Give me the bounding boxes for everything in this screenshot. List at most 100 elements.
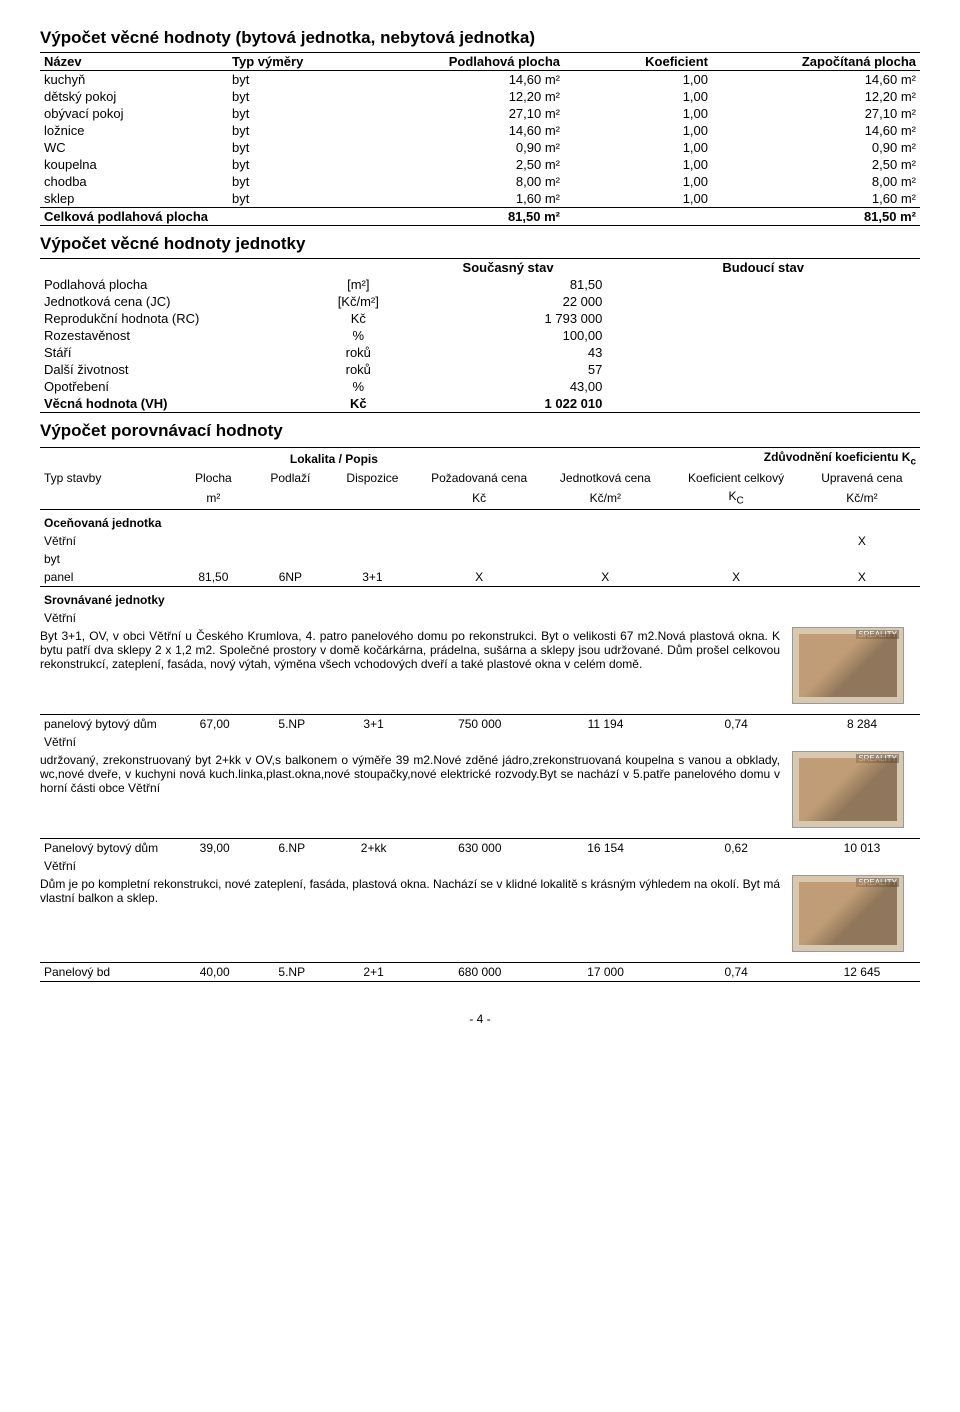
comp-block-1: udržovaný, zrekonstruovaný byt 2+kk v OV… [40,751,920,828]
cell-k: 1,00 [564,71,712,89]
value-label: Další životnost [40,361,307,378]
comp-poz: 630 000 [417,838,543,857]
comp-pod: 5.NP [253,714,330,733]
cell-type: byt [228,122,356,139]
cell-z: 14,60 m² [712,71,920,89]
panel-disp: 3+1 [329,568,416,587]
comp-uc: 12 645 [804,962,920,981]
panel-uc: X [804,568,920,587]
cell-name: kuchyň [40,71,228,89]
ocen-loc: Větřní [40,532,668,550]
panel-kc: X [668,568,804,587]
cell-z: 12,20 m² [712,88,920,105]
value-label: Jednotková cena (JC) [40,293,307,310]
cell-p: 27,10 m² [356,105,564,122]
cell-k: 1,00 [564,190,712,208]
cell-name: dětský pokoj [40,88,228,105]
comp-block-2: Dům je po kompletní rekonstrukci, nové z… [40,875,920,952]
comp-desc-0: Byt 3+1, OV, v obci Větřní u Českého Kru… [40,627,780,679]
page: Výpočet věcné hodnoty (bytová jednotka, … [0,0,960,1046]
comp-row-table: Panelový bd40,005.NP2+1680 00017 0000,74… [40,962,920,982]
area-row: chodbabyt8,00 m²1,008,00 m² [40,173,920,190]
u-jc: Kč/m² [542,487,668,509]
ocen-x: X [804,532,920,550]
cell-type: byt [228,71,356,89]
cell-p: 14,60 m² [356,71,564,89]
comp-loc: Větřní [40,733,920,751]
h-uc: Upravená cena [804,469,920,487]
comp-disp: 2+kk [330,838,417,857]
value-val: 43,00 [410,378,607,395]
comp-kc: 0,62 [668,838,804,857]
sum-z: 81,50 m² [712,208,920,226]
col-typ: Typ výměry [228,53,356,71]
comp-row-table: panelový bytový dům67,005.NP3+1750 00011… [40,714,920,751]
section3-title: Výpočet porovnávací hodnoty [40,421,920,441]
comp-jc: 16 154 [543,838,669,857]
comp-uc: 8 284 [804,714,920,733]
comp-poz: 680 000 [417,962,543,981]
cell-z: 1,60 m² [712,190,920,208]
value-label: Reprodukční hodnota (RC) [40,310,307,327]
cell-k: 1,00 [564,139,712,156]
col-nazev: Název [40,53,228,71]
h-jc: Jednotková cena [542,469,668,487]
comp-kc: 0,74 [668,714,804,733]
value-row: Rozestavěnost%100,00 [40,327,920,344]
comp-row-table: Panelový bytový dům39,006.NP2+kk630 0001… [40,838,920,875]
ocen-byt: byt [40,550,920,568]
u-poz: Kč [416,487,542,509]
value-unit: [Kč/m²] [307,293,410,310]
cell-type: byt [228,190,356,208]
cell-p: 2,50 m² [356,156,564,173]
col-current: Současný stav [410,259,607,277]
cell-type: byt [228,156,356,173]
panel-pod: 6NP [252,568,329,587]
comp-kc: 0,74 [668,962,804,981]
cell-k: 1,00 [564,173,712,190]
value-row: Další životnostroků57 [40,361,920,378]
cell-type: byt [228,139,356,156]
u-uc: Kč/m² [804,487,920,509]
comp-jc: 17 000 [543,962,669,981]
h-poz: Požadovaná cena [416,469,542,487]
cell-k: 1,00 [564,122,712,139]
comp-pod: 6.NP [253,838,330,857]
value-unit: [m²] [307,276,410,293]
section2-title: Výpočet věcné hodnoty jednotky [40,234,920,254]
srov-loc: Větřní [40,609,920,627]
panel-jc: X [542,568,668,587]
thumb-0: SREALITY [792,627,904,704]
cell-name: obývací pokoj [40,105,228,122]
value-unit: % [307,327,410,344]
comp-pod: 5.NP [253,962,330,981]
cell-p: 1,60 m² [356,190,564,208]
comp-pl: 67,00 [176,714,253,733]
cell-p: 12,20 m² [356,88,564,105]
cell-z: 2,50 m² [712,156,920,173]
value-val: 43 [410,344,607,361]
cell-z: 14,60 m² [712,122,920,139]
panel-pl: 81,50 [175,568,252,587]
value-row: Jednotková cena (JC)[Kč/m²]22 000 [40,293,920,310]
comp-pl: 39,00 [176,838,253,857]
watermark-icon: SREALITY [856,630,899,639]
cell-z: 27,10 m² [712,105,920,122]
cell-name: ložnice [40,122,228,139]
value-label: Rozestavěnost [40,327,307,344]
srov-label: Srovnávané jednotky [40,586,920,609]
u-plocha: m² [175,487,252,509]
comp-disp: 2+1 [330,962,417,981]
page-number: - 4 - [40,1012,920,1026]
cell-name: chodba [40,173,228,190]
comp-desc: udržovaný, zrekonstruovaný byt 2+kk v OV… [40,751,780,803]
comp-typ: Panelový bytový dům [40,838,176,857]
u-kc: KC [668,487,804,509]
comp-loc: Větřní [40,857,920,875]
vh-label: Věcná hodnota (VH) [40,395,307,413]
panel-typ: panel [40,568,175,587]
cell-type: byt [228,105,356,122]
ocen-label: Oceňovaná jednotka [40,509,920,532]
comp-typ: panelový bytový dům [40,714,176,733]
area-table: Název Typ výměry Podlahová plocha Koefic… [40,52,920,226]
